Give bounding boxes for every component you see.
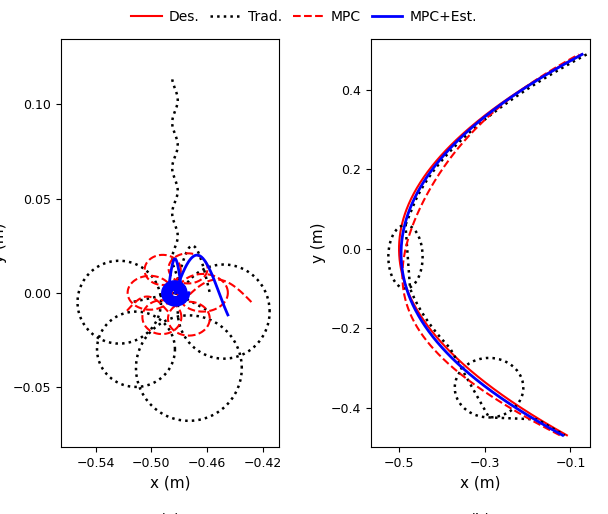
Y-axis label: y (m): y (m) <box>311 223 325 263</box>
X-axis label: x (m): x (m) <box>460 475 501 490</box>
Text: (b): (b) <box>470 512 491 514</box>
Y-axis label: y (m): y (m) <box>0 223 7 263</box>
X-axis label: x (m): x (m) <box>150 475 190 490</box>
Text: (a): (a) <box>159 512 181 514</box>
Legend: Des., Trad., MPC, MPC+Est.: Des., Trad., MPC, MPC+Est. <box>125 5 483 29</box>
